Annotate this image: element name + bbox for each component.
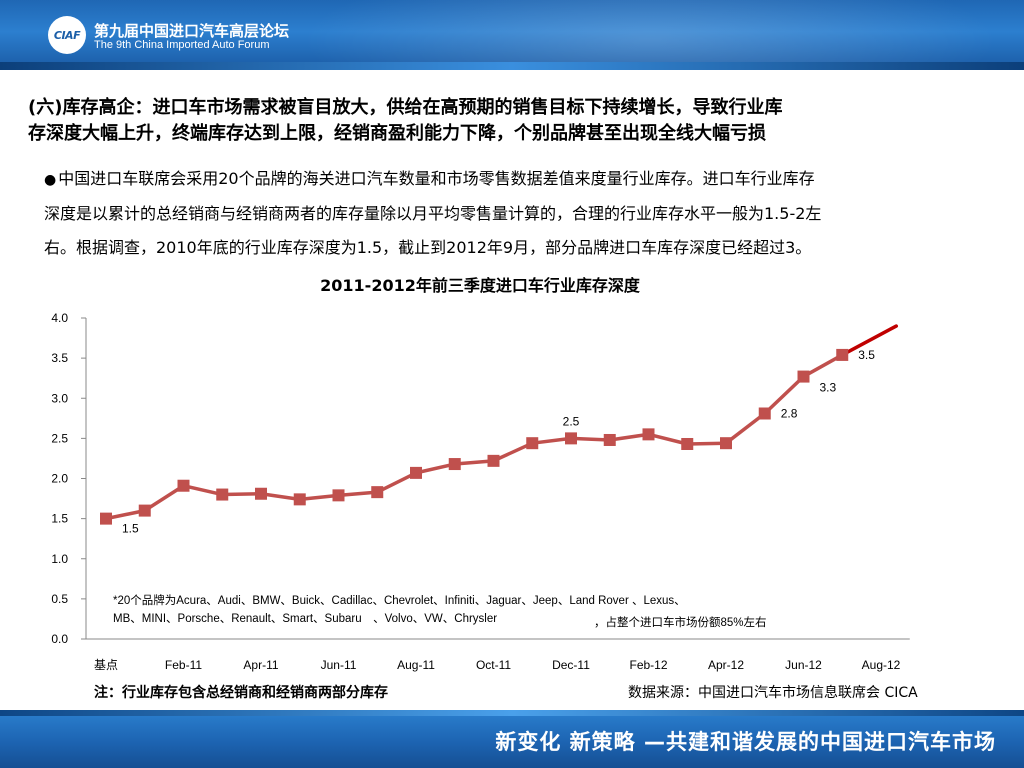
forum-name-en: The 9th China Imported Auto Forum: [94, 39, 270, 51]
y-tick-label: 0.0: [51, 632, 68, 646]
market-share-note: ，占整个进口车市场份额85%左右: [594, 617, 767, 629]
data-label: 1.5: [122, 522, 139, 536]
data-point-marker: [255, 487, 267, 500]
data-point-marker: [138, 504, 151, 517]
inventory-footnote: 注：行业库存包含总经销商和经销商两部分库存: [94, 685, 388, 701]
header-stripe: [0, 62, 1024, 70]
bullet-line2: 深度是以累计的总经销商与经销商两者的库存量除以月平均零售量计算的，合理的行业库存…: [44, 204, 822, 223]
slide-title: (六)库存高企：进口车市场需求被盲目放大，供给在高预期的销售目标下持续增长，导致…: [28, 95, 1008, 147]
data-label: 2.5: [563, 414, 580, 428]
data-point-marker: [371, 486, 384, 499]
data-point-marker: [836, 348, 849, 361]
x-tick-label: Feb-11: [165, 658, 202, 672]
y-tick-label: 2.0: [51, 472, 68, 486]
x-tick-label: 基点: [94, 658, 118, 672]
forum-logo: CIAF: [48, 16, 86, 54]
brands-note: *20个品牌为Acura、Audi、BMW、Buick、Cadillac、Che…: [113, 592, 833, 628]
header-glow: [300, 0, 1000, 70]
y-tick-label: 2.5: [51, 431, 68, 445]
data-point-marker: [293, 493, 306, 506]
x-tick-label: Jun-11: [321, 658, 357, 672]
brands-note-line2: MB、MINI、Porsche、Renault、Smart、Subaru 、Vo…: [113, 613, 498, 625]
x-tick-label: Oct-11: [476, 658, 511, 672]
x-tick-label: Dec-11: [552, 658, 590, 672]
data-label: 2.8: [781, 406, 798, 420]
bullet-paragraph: ● 中国进口车联席会采用20个品牌的海关进口汽车数量和市场零售数据差值来度量行业库…: [44, 162, 1004, 265]
bullet-line3: 右。根据调查，2010年底的行业库存深度为1.5，截止到2012年9月，部分品牌…: [44, 238, 812, 257]
data-point-marker: [603, 433, 616, 446]
x-tick-label: Feb-12: [629, 658, 667, 672]
data-point-marker: [526, 437, 539, 450]
bullet-line1: ● 中国进口车联席会采用20个品牌的海关进口汽车数量和市场零售数据差值来度量行业库…: [44, 162, 1004, 197]
forum-name-cn: 第九届中国进口汽车高层论坛: [94, 22, 290, 40]
x-tick-label: Apr-12: [708, 658, 744, 672]
footer-stripe: [0, 710, 1024, 716]
y-tick-label: 1.0: [51, 552, 68, 566]
trend-extension-line: [840, 324, 898, 357]
data-point-marker: [100, 512, 112, 525]
slide-title-line1: (六)库存高企：进口车市场需求被盲目放大，供给在高预期的销售目标下持续增长，导致…: [28, 97, 783, 118]
y-tick-label: 0.5: [51, 592, 68, 606]
data-label: 3.3: [820, 381, 837, 395]
series-line: [105, 353, 844, 521]
y-tick-label: 1.5: [51, 512, 68, 526]
data-point-marker: [565, 432, 577, 445]
data-point-marker: [642, 428, 655, 441]
footer-banner: 新变化 新策略 —共建和谐发展的中国进口汽车市场: [0, 710, 1024, 768]
data-point-marker: [681, 437, 694, 450]
forum-logo-text: CIAF: [53, 28, 81, 42]
y-tick-label: 3.5: [51, 351, 68, 365]
y-tick-label: 3.0: [51, 391, 68, 405]
line-chart: 0.0 0.5 1.0 1.5 2.0 2.5 3.0 3.5 4.0 基点 Feb-11 Apr-1…: [51, 311, 910, 672]
data-point-marker: [487, 454, 500, 467]
data-source: 数据来源：中国进口汽车市场信息联席会 CICA: [628, 685, 918, 701]
data-point-marker: [448, 458, 461, 471]
data-point-marker: [216, 488, 229, 501]
data-point-marker: [410, 466, 422, 479]
slide-title-line2: 存深度大幅上升，终端库存达到上限，经销商盈利能力下降，个别品牌甚至出现全线大幅亏…: [28, 123, 766, 144]
data-label: 3.5: [858, 348, 875, 362]
y-tick-label: 4.0: [51, 311, 68, 325]
brands-note-line1: *20个品牌为Acura、Audi、BMW、Buick、Cadillac、Che…: [113, 595, 686, 607]
footer-slogan: 新变化 新策略 —共建和谐发展的中国进口汽车市场: [495, 730, 996, 754]
bullet-line1-text: 中国进口车联席会采用20个品牌的海关进口汽车数量和市场零售数据差值来度量行业库存…: [58, 169, 815, 188]
x-tick-label: Aug-11: [397, 658, 435, 672]
data-point-marker: [797, 370, 810, 383]
data-point-marker: [758, 407, 771, 420]
data-point-marker: [332, 489, 345, 502]
x-tick-label: Jun-12: [785, 658, 822, 672]
header-banner: CIAF 第九届中国进口汽车高层论坛 The 9th China Importe…: [0, 0, 1024, 70]
x-tick-label: Aug-12: [862, 658, 901, 672]
data-point-marker: [177, 479, 190, 492]
x-tick-label: Apr-11: [243, 658, 278, 672]
data-point-marker: [720, 437, 732, 450]
bullet-dot-icon: ●: [44, 172, 57, 188]
chart-title: 2011-2012年前三季度进口车行业库存深度: [320, 276, 640, 295]
